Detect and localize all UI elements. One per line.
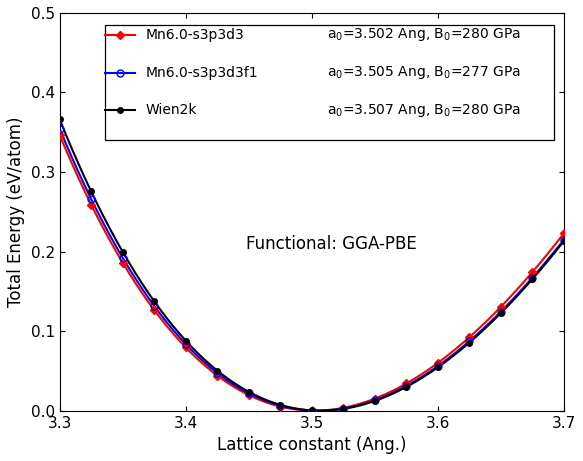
- Text: a$_0$=3.507 Ang, B$_0$=280 GPa: a$_0$=3.507 Ang, B$_0$=280 GPa: [327, 102, 521, 119]
- Text: Wien2k: Wien2k: [145, 103, 197, 118]
- Text: Mn6.0-s3p3d3f1: Mn6.0-s3p3d3f1: [145, 65, 258, 80]
- Text: a$_0$=3.502 Ang, B$_0$=280 GPa: a$_0$=3.502 Ang, B$_0$=280 GPa: [327, 26, 521, 43]
- Text: Functional: GGA-PBE: Functional: GGA-PBE: [246, 235, 417, 253]
- Text: a$_0$=3.505 Ang, B$_0$=277 GPa: a$_0$=3.505 Ang, B$_0$=277 GPa: [327, 64, 521, 81]
- X-axis label: Lattice constant (Ang.): Lattice constant (Ang.): [217, 436, 406, 454]
- Y-axis label: Total Energy (eV/atom): Total Energy (eV/atom): [7, 117, 25, 307]
- Bar: [105, 25, 554, 140]
- Text: Mn6.0-s3p3d3: Mn6.0-s3p3d3: [145, 28, 244, 42]
